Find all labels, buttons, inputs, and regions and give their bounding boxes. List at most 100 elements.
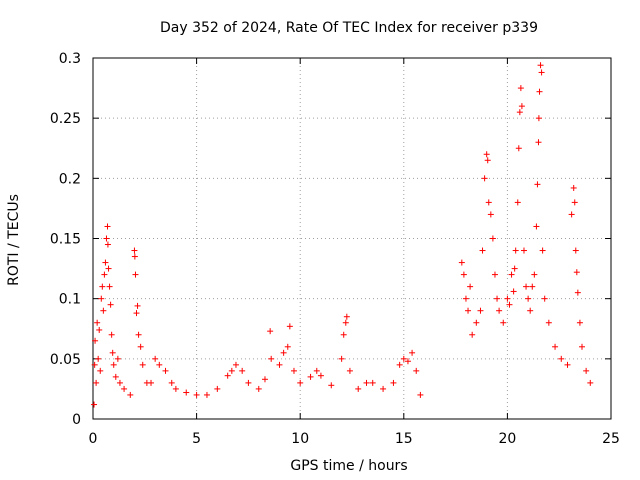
- data-point: [571, 199, 578, 206]
- data-point: [533, 223, 540, 230]
- x-axis-label: GPS time / hours: [290, 458, 407, 474]
- data-point: [483, 151, 490, 158]
- data-point: [510, 288, 517, 295]
- data-point: [276, 361, 283, 368]
- data-point: [313, 367, 320, 374]
- data-point: [224, 372, 231, 379]
- data-point: [346, 367, 353, 374]
- data-point: [103, 235, 110, 242]
- data-point: [261, 376, 268, 383]
- data-point: [107, 301, 114, 308]
- data-point: [511, 265, 518, 272]
- data-point: [100, 307, 107, 314]
- data-point: [91, 401, 98, 408]
- data-point: [489, 235, 496, 242]
- data-point: [133, 310, 140, 317]
- data-point: [135, 331, 142, 338]
- data-point: [536, 88, 543, 95]
- data-point: [93, 379, 100, 386]
- data-point: [417, 391, 424, 398]
- data-point: [576, 319, 583, 326]
- data-point: [523, 283, 530, 290]
- data-point: [183, 389, 190, 396]
- data-point: [239, 367, 246, 374]
- data-point: [110, 361, 117, 368]
- data-point: [193, 391, 200, 398]
- data-point: [127, 391, 134, 398]
- data-point: [214, 385, 221, 392]
- data-point: [94, 319, 101, 326]
- data-point: [105, 265, 112, 272]
- data-point: [102, 259, 109, 266]
- data-point: [508, 271, 515, 278]
- data-point: [101, 271, 108, 278]
- data-point: [481, 175, 488, 182]
- data-point: [515, 145, 522, 152]
- data-point: [400, 355, 407, 362]
- data-point: [255, 385, 262, 392]
- data-point: [148, 379, 155, 386]
- data-point: [518, 103, 525, 110]
- data-point: [467, 283, 474, 290]
- axis-ticks: [92, 57, 612, 420]
- data-point: [517, 85, 524, 92]
- data-point: [529, 283, 536, 290]
- data-point: [404, 358, 411, 365]
- data-point: [409, 349, 416, 356]
- data-point: [487, 211, 494, 218]
- data-point: [573, 269, 580, 276]
- data-point: [578, 343, 585, 350]
- data-point: [363, 379, 370, 386]
- data-point: [494, 295, 501, 302]
- data-point: [108, 331, 115, 338]
- data-point: [369, 379, 376, 386]
- data-point: [587, 379, 594, 386]
- data-point: [380, 385, 387, 392]
- data-point: [280, 349, 287, 356]
- data-point: [97, 367, 104, 374]
- data-point: [531, 271, 538, 278]
- data-point: [232, 361, 239, 368]
- data-point: [116, 379, 123, 386]
- data-point: [96, 326, 103, 333]
- y-tick-label: 0.05: [50, 352, 81, 368]
- data-point: [491, 271, 498, 278]
- data-point: [340, 331, 347, 338]
- data-point: [534, 181, 541, 188]
- data-point: [545, 319, 552, 326]
- chart-title: Day 352 of 2024, Rate Of TEC Index for r…: [160, 20, 538, 36]
- data-point: [520, 247, 527, 254]
- data-point: [121, 385, 128, 392]
- data-point: [317, 372, 324, 379]
- data-point: [290, 367, 297, 374]
- y-tick-label: 0: [72, 412, 81, 428]
- data-point: [485, 199, 492, 206]
- data-point: [568, 211, 575, 218]
- data-point: [538, 69, 545, 76]
- y-tick-label: 0.25: [50, 111, 81, 127]
- data-point: [297, 379, 304, 386]
- data-point: [131, 247, 138, 254]
- grid-lines: [93, 58, 611, 419]
- data-point: [469, 331, 476, 338]
- y-axis-label: ROTI / TECUs: [6, 194, 22, 286]
- data-point: [574, 289, 581, 296]
- data-point: [156, 361, 163, 368]
- data-point: [98, 295, 105, 302]
- data-point: [343, 313, 350, 320]
- data-point: [267, 328, 274, 335]
- data-point: [527, 307, 534, 314]
- data-point: [137, 343, 144, 350]
- data-point: [396, 361, 403, 368]
- data-point: [460, 271, 467, 278]
- y-tick-label: 0.1: [59, 292, 81, 308]
- data-point: [512, 247, 519, 254]
- data-point: [106, 283, 113, 290]
- y-tick-labels: 0 0.05 0.1 0.15 0.2 0.25 0.3: [50, 51, 81, 428]
- data-point: [525, 295, 532, 302]
- data-point: [479, 247, 486, 254]
- data-point: [390, 379, 397, 386]
- data-point: [413, 367, 420, 374]
- data-point: [114, 355, 121, 362]
